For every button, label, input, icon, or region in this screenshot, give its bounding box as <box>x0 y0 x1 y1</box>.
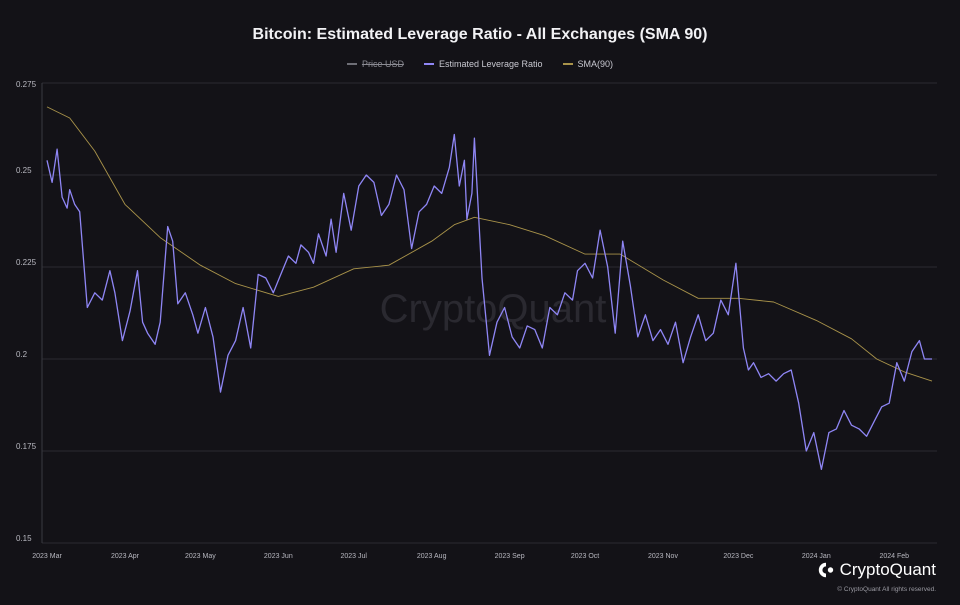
series-lines <box>46 106 933 471</box>
legend-swatch-price-usd <box>346 63 357 65</box>
x-tick-label: 2023 Apr <box>111 553 140 560</box>
cryptoquant-logo-icon <box>818 562 833 578</box>
y-tick-label: 0.275 <box>16 80 37 89</box>
legend-item-sma90[interactable]: SMA(90) <box>562 59 614 69</box>
x-tick-label: 2023 Mar <box>32 553 62 560</box>
y-axis-ticks: 0.275 0.25 0.225 0.2 0.175 0.15 <box>16 80 37 543</box>
x-tick-label: 2023 May <box>185 553 216 560</box>
x-tick-label: 2023 Oct <box>571 553 599 560</box>
y-tick-label: 0.25 <box>16 166 32 175</box>
x-tick-label: 2023 Nov <box>648 553 678 560</box>
x-tick-label: 2023 Jul <box>341 553 368 560</box>
series-line-sma90 <box>46 106 933 382</box>
legend-label-price-usd: Price USD <box>361 59 404 69</box>
copyright-text: © CryptoQuant All rights reserved. <box>837 586 936 593</box>
y-tick-label: 0.175 <box>16 442 37 451</box>
grid-lines <box>41 82 937 544</box>
x-tick-label: 2023 Jun <box>264 553 293 560</box>
x-tick-label: 2023 Dec <box>723 553 753 560</box>
series-line-leverage-ratio <box>46 133 932 471</box>
watermark-text: CryptoQuant <box>380 287 607 331</box>
brand-name: CryptoQuant <box>839 560 936 579</box>
y-tick-label: 0.15 <box>16 534 32 543</box>
x-axis-ticks: 2023 Mar 2023 Apr 2023 May 2023 Jun 2023 Jul… <box>32 553 909 560</box>
legend-swatch-leverage-ratio <box>423 63 434 65</box>
legend-item-price-usd[interactable]: Price USD <box>346 59 404 69</box>
legend-item-leverage-ratio[interactable]: Estimated Leverage Ratio <box>423 59 543 69</box>
y-tick-label: 0.2 <box>16 350 28 359</box>
chart-legend: Price USD Estimated Leverage Ratio SMA(9… <box>0 59 960 69</box>
x-tick-label: 2024 Jan <box>802 553 831 560</box>
legend-label-sma90: SMA(90) <box>577 59 614 69</box>
x-tick-label: 2024 Feb <box>879 553 909 560</box>
legend-label-leverage-ratio: Estimated Leverage Ratio <box>438 59 543 69</box>
brand: CryptoQuant <box>817 560 936 580</box>
x-tick-label: 2023 Aug <box>417 553 447 560</box>
y-tick-label: 0.225 <box>16 258 37 267</box>
legend-swatch-sma90 <box>562 63 573 65</box>
chart-title: Bitcoin: Estimated Leverage Ratio - All … <box>252 26 708 43</box>
x-tick-label: 2023 Sep <box>495 553 525 560</box>
